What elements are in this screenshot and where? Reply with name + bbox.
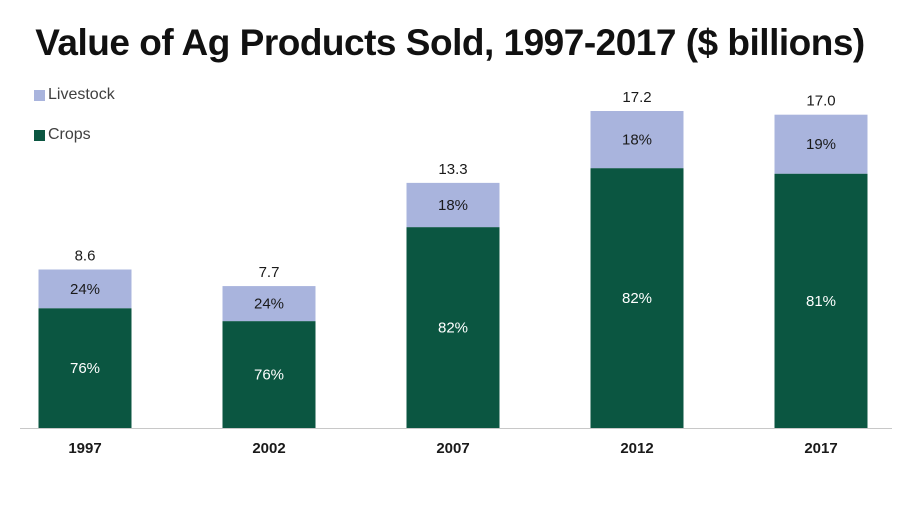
- bar-livestock-2007: [406, 182, 500, 228]
- segment-label-livestock-1997: 24%: [70, 281, 100, 298]
- x-tick-label-2007: 2007: [436, 440, 469, 457]
- bar-livestock-2002: [222, 286, 316, 322]
- chart-title: Value of Ag Products Sold, 1997-2017 ($ …: [35, 22, 865, 63]
- segment-label-livestock-2012: 18%: [622, 132, 652, 149]
- total-label-2017: 17.0: [806, 93, 835, 110]
- bar-crops-1997: [38, 308, 132, 428]
- total-label-2012: 17.2: [622, 89, 651, 106]
- bar-livestock-2017: [774, 114, 868, 174]
- legend-swatch-crops: [34, 129, 45, 141]
- legend-item-livestock: Livestock: [34, 86, 115, 104]
- segment-label-livestock-2002: 24%: [254, 296, 284, 313]
- x-tick-label-2012: 2012: [620, 440, 653, 457]
- x-tick-label-2017: 2017: [804, 440, 837, 457]
- bar-crops-2002: [222, 321, 316, 428]
- x-tick-label-1997: 1997: [68, 440, 101, 457]
- segment-label-livestock-2017: 19%: [806, 136, 836, 153]
- total-label-1997: 8.6: [75, 248, 96, 265]
- legend-item-crops: Crops: [34, 126, 91, 144]
- total-label-2007: 13.3: [438, 161, 467, 178]
- segment-label-crops-1997: 76%: [70, 360, 100, 377]
- legend-label-crops: Crops: [48, 126, 91, 143]
- legend-swatch-livestock: [34, 89, 45, 101]
- total-label-2002: 7.7: [259, 264, 280, 281]
- segment-label-crops-2012: 82%: [622, 290, 652, 307]
- legend-label-livestock: Livestock: [48, 86, 115, 103]
- bar-livestock-1997: [38, 269, 132, 309]
- segment-label-crops-2007: 82%: [438, 320, 468, 337]
- segment-label-crops-2017: 81%: [806, 293, 836, 310]
- bar-crops-2012: [590, 168, 684, 428]
- bar-crops-2007: [406, 227, 500, 428]
- bar-crops-2017: [774, 173, 868, 428]
- segment-label-livestock-2007: 18%: [438, 197, 468, 214]
- x-tick-label-2002: 2002: [252, 440, 285, 457]
- segment-label-crops-2002: 76%: [254, 367, 284, 384]
- bar-livestock-2012: [590, 111, 684, 169]
